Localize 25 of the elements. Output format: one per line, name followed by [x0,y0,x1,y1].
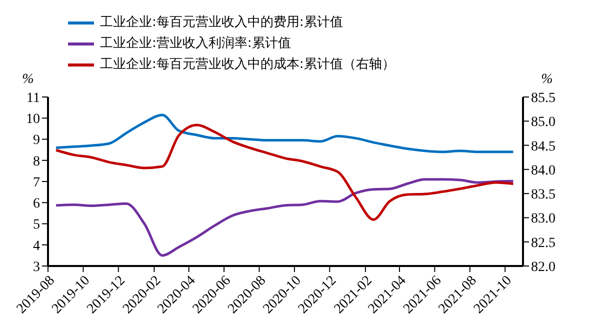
y-axis-title: % [22,72,34,87]
line-series [54,114,514,154]
line-series [54,178,514,257]
line-series [54,124,514,221]
y2-tick-label: 83.0 [531,212,556,227]
y-tick-label: 9 [33,133,40,148]
y-tick-label: 10 [26,112,40,128]
y2-tick-label: 82.5 [531,236,556,251]
y-tick-label: 3 [33,260,40,275]
legend-label: 工业企业:每百元营业收入中的费用:累计值 [100,14,343,32]
y2-axis-title: % [541,72,553,87]
legend-label: 工业企业:营业收入利润率:累计值 [100,35,291,53]
y-tick-label: 11 [26,90,40,106]
y-tick-label: 5 [33,218,40,233]
y2-tick-label: 84.5 [531,139,556,154]
y2-tick-label: 85.0 [531,115,556,130]
y2-tick-label: 84.0 [531,163,556,178]
y-tick-label: 4 [33,238,40,254]
y-tick-label: 7 [33,175,40,190]
y2-tick-label: 82.0 [531,260,556,275]
y-tick-label: 8 [33,154,40,170]
legend-label: 工业企业:每百元营业收入中的成本:累计值（右轴） [100,56,395,74]
y-tick-label: 6 [33,196,40,212]
y2-tick-label: 85.5 [531,90,556,106]
y2-tick-label: 83.5 [531,188,556,203]
